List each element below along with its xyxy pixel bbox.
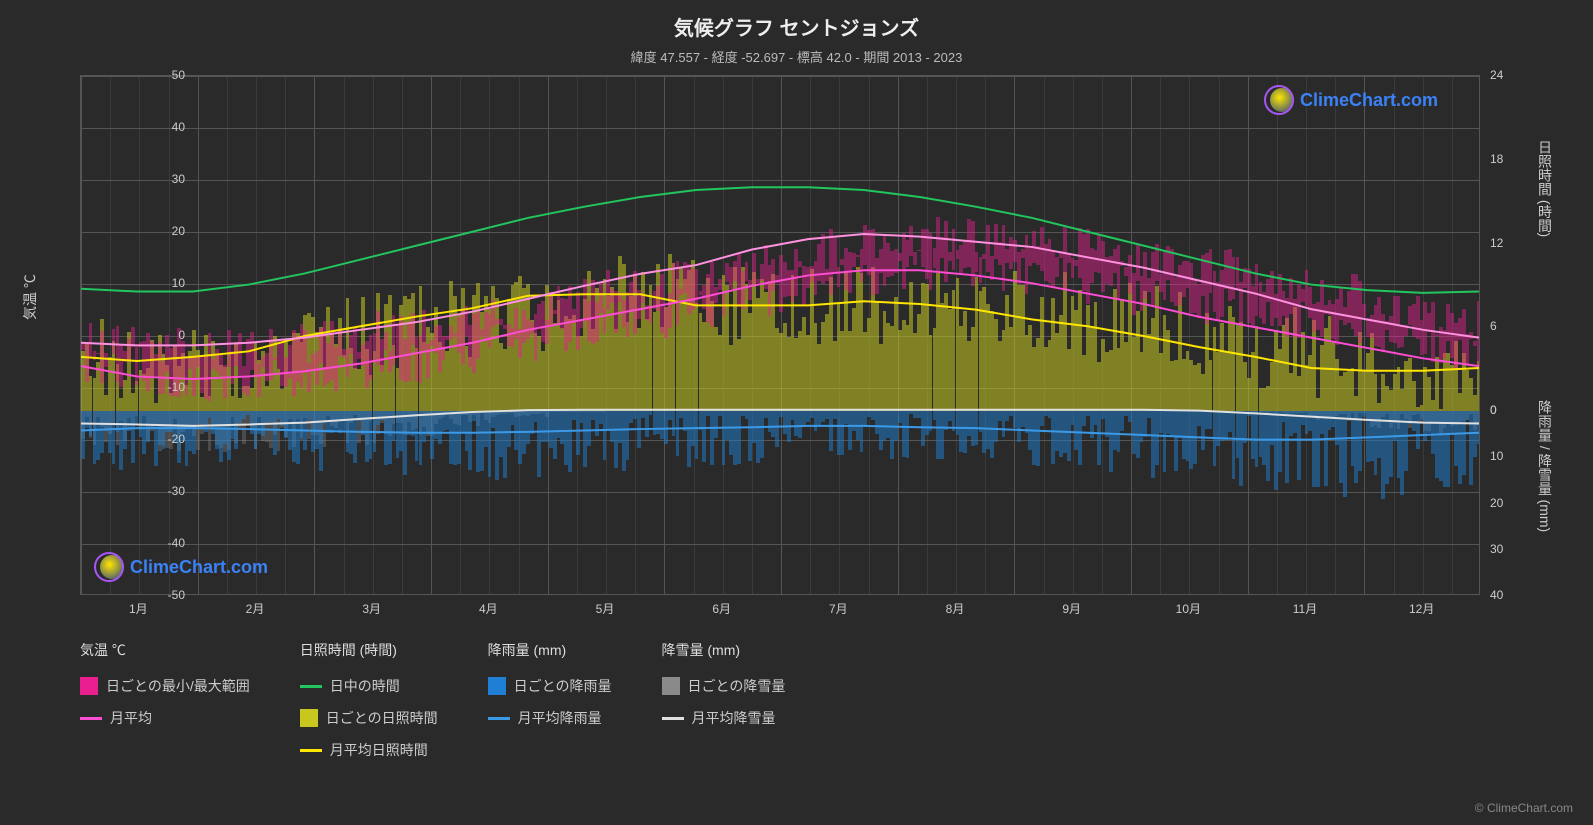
legend-item: 日ごとの降雪量 bbox=[662, 676, 786, 696]
watermark-top: ClimeChart.com bbox=[1270, 88, 1438, 112]
legend-item: 月平均日照時間 bbox=[300, 740, 438, 760]
legend-label: 日中の時間 bbox=[330, 676, 400, 696]
x-month-label: 8月 bbox=[946, 600, 965, 617]
chart-subtitle: 緯度 47.557 - 経度 -52.697 - 標高 42.0 - 期間 20… bbox=[0, 47, 1593, 66]
copyright: © ClimeChart.com bbox=[1475, 801, 1573, 815]
y-right-sun-tick: 24 bbox=[1490, 68, 1503, 82]
legend-header: 降雨量 (mm) bbox=[488, 640, 612, 660]
x-month-label: 9月 bbox=[1062, 600, 1081, 617]
legend-swatch bbox=[488, 717, 510, 720]
y-right-sun-tick: 6 bbox=[1490, 319, 1497, 333]
legend-group: 降雨量 (mm) 日ごとの降雨量月平均降雨量 bbox=[488, 640, 612, 760]
logo-icon bbox=[1270, 88, 1294, 112]
x-month-label: 5月 bbox=[596, 600, 615, 617]
legend-item: 月平均降雨量 bbox=[488, 708, 612, 728]
x-month-label: 2月 bbox=[246, 600, 265, 617]
y-right-axis-title-precip: 降雨量 / 降雪量 (mm) bbox=[1535, 400, 1555, 532]
legend-header: 気温 ℃ bbox=[80, 640, 250, 660]
y-right-axis-title-sun: 日照時間 (時間) bbox=[1535, 140, 1555, 237]
legend-swatch bbox=[80, 717, 102, 720]
logo-icon bbox=[100, 555, 124, 579]
x-month-label: 12月 bbox=[1409, 600, 1434, 617]
y-right-precip-tick: 0 bbox=[1490, 403, 1497, 417]
legend-label: 日ごとの最小/最大範囲 bbox=[106, 676, 250, 696]
legend-item: 日中の時間 bbox=[300, 676, 438, 696]
chart-title: 気候グラフ セントジョンズ bbox=[0, 0, 1593, 41]
x-month-label: 7月 bbox=[829, 600, 848, 617]
legend-swatch bbox=[300, 709, 318, 727]
legend-swatch bbox=[300, 685, 322, 688]
x-month-label: 3月 bbox=[362, 600, 381, 617]
legend-label: 月平均降雪量 bbox=[692, 708, 776, 728]
legend-header: 日照時間 (時間) bbox=[300, 640, 438, 660]
legend-item: 日ごとの最小/最大範囲 bbox=[80, 676, 250, 696]
legend-swatch bbox=[662, 717, 684, 720]
y-left-tick: 10 bbox=[172, 276, 185, 290]
y-right-sun-tick: 12 bbox=[1490, 236, 1503, 250]
legend-item: 月平均降雪量 bbox=[662, 708, 786, 728]
y-right-sun-tick: 18 bbox=[1490, 152, 1503, 166]
legend-group: 気温 ℃ 日ごとの最小/最大範囲月平均 bbox=[80, 640, 250, 760]
legend-header: 降雪量 (mm) bbox=[662, 640, 786, 660]
legend-swatch bbox=[488, 677, 506, 695]
y-left-tick: 50 bbox=[172, 68, 185, 82]
y-right-precip-tick: 20 bbox=[1490, 496, 1503, 510]
y-left-tick: 30 bbox=[172, 172, 185, 186]
legend-swatch bbox=[662, 677, 680, 695]
legend-label: 日ごとの降雨量 bbox=[514, 676, 612, 696]
legend-group: 降雪量 (mm) 日ごとの降雪量月平均降雪量 bbox=[662, 640, 786, 760]
watermark-bottom: ClimeChart.com bbox=[100, 555, 268, 579]
y-left-tick: -10 bbox=[168, 380, 185, 394]
y-left-tick: -30 bbox=[168, 484, 185, 498]
legend-label: 日ごとの日照時間 bbox=[326, 708, 438, 728]
y-right-precip-tick: 10 bbox=[1490, 449, 1503, 463]
legend-item: 日ごとの日照時間 bbox=[300, 708, 438, 728]
legend-label: 日ごとの降雪量 bbox=[688, 676, 786, 696]
legend: 気温 ℃ 日ごとの最小/最大範囲月平均 日照時間 (時間) 日中の時間日ごとの日照時間… bbox=[80, 640, 1480, 760]
y-left-tick: 20 bbox=[172, 224, 185, 238]
y-left-tick: 40 bbox=[172, 120, 185, 134]
x-month-label: 1月 bbox=[129, 600, 148, 617]
x-month-label: 4月 bbox=[479, 600, 498, 617]
legend-swatch bbox=[300, 749, 322, 752]
y-right-precip-tick: 40 bbox=[1490, 588, 1503, 602]
x-month-label: 6月 bbox=[712, 600, 731, 617]
chart-plot-area bbox=[80, 75, 1480, 595]
legend-item: 月平均 bbox=[80, 708, 250, 728]
legend-label: 月平均降雨量 bbox=[518, 708, 602, 728]
x-month-label: 10月 bbox=[1176, 600, 1201, 617]
y-left-tick: -50 bbox=[168, 588, 185, 602]
y-left-tick: -20 bbox=[168, 432, 185, 446]
legend-group: 日照時間 (時間) 日中の時間日ごとの日照時間月平均日照時間 bbox=[300, 640, 438, 760]
y-left-tick: 0 bbox=[178, 328, 185, 342]
legend-swatch bbox=[80, 677, 98, 695]
y-left-tick: -40 bbox=[168, 536, 185, 550]
legend-item: 日ごとの降雨量 bbox=[488, 676, 612, 696]
y-left-axis-title: 気温 ℃ bbox=[20, 274, 40, 320]
legend-label: 月平均日照時間 bbox=[330, 740, 428, 760]
legend-label: 月平均 bbox=[110, 708, 152, 728]
y-right-precip-tick: 30 bbox=[1490, 542, 1503, 556]
x-month-label: 11月 bbox=[1293, 600, 1317, 617]
